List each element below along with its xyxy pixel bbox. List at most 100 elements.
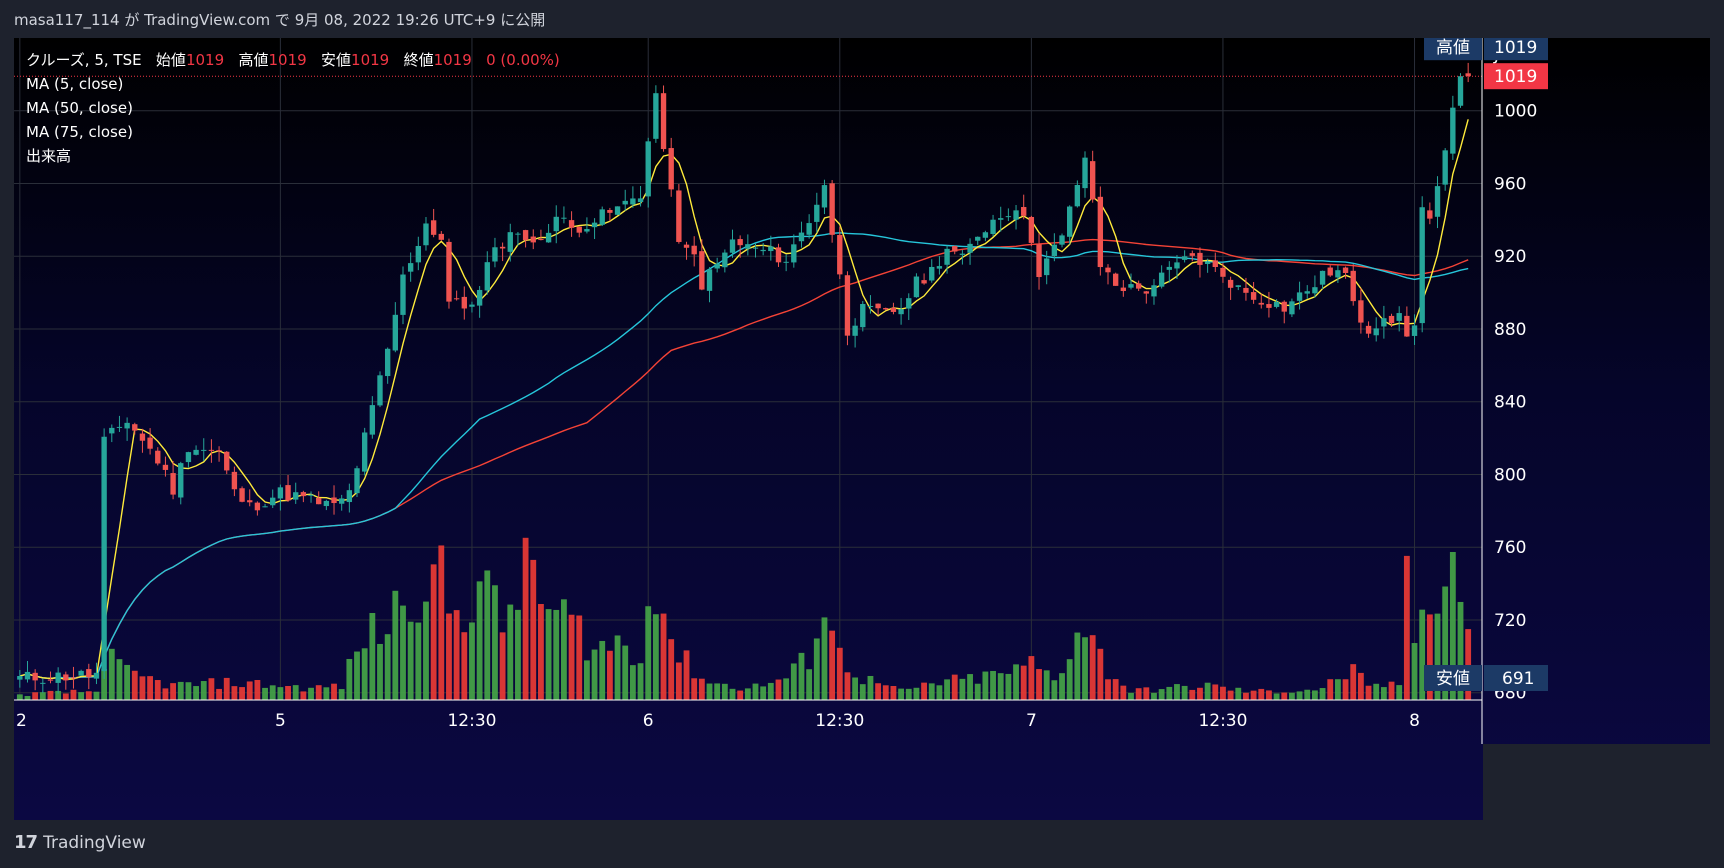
candle-body: [109, 427, 115, 434]
legend-ma75[interactable]: MA (75, close): [26, 123, 133, 141]
volume-bar: [882, 685, 889, 700]
volume-bar: [1258, 688, 1265, 700]
candle-body: [86, 669, 92, 678]
candle-body: [837, 235, 843, 275]
candle-body: [1312, 287, 1318, 294]
volume-bar: [698, 678, 705, 700]
volume-bar: [323, 687, 330, 700]
candle-body: [921, 280, 927, 284]
tradingview-logo[interactable]: 17 TradingView: [14, 832, 146, 853]
volume-bar: [668, 639, 675, 700]
volume-bar: [1220, 686, 1226, 700]
volume-bar: [1373, 683, 1380, 700]
ma50-line: [19, 232, 1469, 680]
candle-body: [1166, 266, 1172, 270]
volume-bar: [1365, 685, 1372, 700]
volume-bar: [898, 688, 905, 700]
candle-body: [1411, 325, 1418, 336]
candle-body: [1381, 318, 1387, 327]
candle-body: [170, 473, 176, 495]
chart-svg[interactable]: 2512:30612:30712:308JPY68072076080084088…: [14, 38, 1710, 820]
legend-volume[interactable]: 出来高: [26, 147, 72, 165]
volume-bar: [254, 680, 261, 700]
candle-body: [568, 220, 575, 228]
candle-body: [729, 239, 736, 253]
volume-bar: [515, 609, 521, 700]
candle-body: [339, 498, 345, 504]
volume-bar: [568, 614, 575, 700]
candle-body: [101, 436, 107, 672]
volume-bar: [1181, 685, 1188, 700]
legend-ma5[interactable]: MA (5, close): [26, 75, 124, 93]
candle-body: [132, 424, 138, 431]
time-tick-label: 2: [16, 711, 27, 731]
volume-bar: [154, 680, 161, 700]
legend-high-label: 高値: [238, 51, 269, 69]
candle-body: [791, 244, 797, 263]
volume-bar: [798, 652, 805, 700]
candle-body: [239, 488, 245, 502]
candle-body: [1013, 210, 1019, 220]
volume-bar: [231, 686, 238, 700]
chart-frame[interactable]: 2512:30612:30712:308JPY68072076080084088…: [14, 38, 1710, 820]
candle-body: [1204, 261, 1211, 264]
volume-bar: [1158, 689, 1165, 700]
candle-body: [308, 494, 314, 496]
candle-body: [1434, 186, 1441, 217]
candle-body: [890, 307, 897, 312]
volume-bar: [32, 692, 39, 700]
candle-body: [70, 677, 77, 679]
candle-body: [32, 672, 38, 681]
volume-bar: [744, 688, 751, 700]
candle-body: [821, 185, 828, 208]
candle-body: [392, 314, 399, 351]
candle-body: [522, 230, 529, 241]
volume-bar: [652, 614, 659, 700]
candle-body: [1051, 244, 1058, 257]
volume-bar: [545, 609, 552, 700]
price-tick-label: 840: [1494, 393, 1526, 413]
volume-bar: [553, 609, 560, 700]
candle-body: [400, 274, 406, 315]
candle-body: [1350, 270, 1356, 302]
candle-body: [293, 492, 299, 500]
volume-bar: [1419, 609, 1426, 700]
volume-bar: [775, 679, 782, 700]
volume-bar: [1457, 601, 1464, 700]
candle-body: [1181, 256, 1188, 260]
volume-bar: [982, 671, 989, 700]
legend-ma50[interactable]: MA (50, close): [26, 99, 133, 117]
volume-bar: [1281, 692, 1288, 700]
legend-open-value: 1019: [185, 51, 225, 69]
volume-bar: [538, 604, 544, 700]
candle-body: [860, 304, 866, 328]
candle-body: [1151, 285, 1157, 297]
candle-body: [1197, 252, 1203, 265]
candle-body: [492, 247, 498, 262]
candle-body: [614, 206, 621, 215]
volume-bar: [836, 647, 843, 700]
candle-body: [1143, 291, 1149, 294]
legend-close-label: 終値: [403, 51, 434, 69]
candle-body: [369, 405, 376, 435]
volume-bar: [944, 679, 950, 700]
candle-body: [898, 309, 904, 315]
candle-body: [1105, 267, 1111, 273]
volume-bar: [331, 683, 337, 700]
volume-bar: [614, 635, 621, 700]
legend-symbol[interactable]: クルーズ, 5, TSE: [26, 51, 142, 69]
volume-bar: [476, 581, 483, 700]
volume-bar: [384, 634, 391, 700]
volume-bar: [285, 686, 291, 700]
candle-body: [576, 226, 582, 233]
candle-body: [446, 241, 452, 302]
volume-bar: [1327, 679, 1334, 700]
volume-bar: [85, 691, 92, 700]
candle-body: [1067, 206, 1073, 237]
low-tag-value: 691: [1502, 669, 1534, 689]
volume-bar: [974, 683, 981, 700]
candle-body: [607, 209, 613, 213]
candle-body: [155, 450, 161, 464]
volume-bar: [522, 537, 529, 700]
high-tag-value: 1019: [1494, 38, 1537, 58]
